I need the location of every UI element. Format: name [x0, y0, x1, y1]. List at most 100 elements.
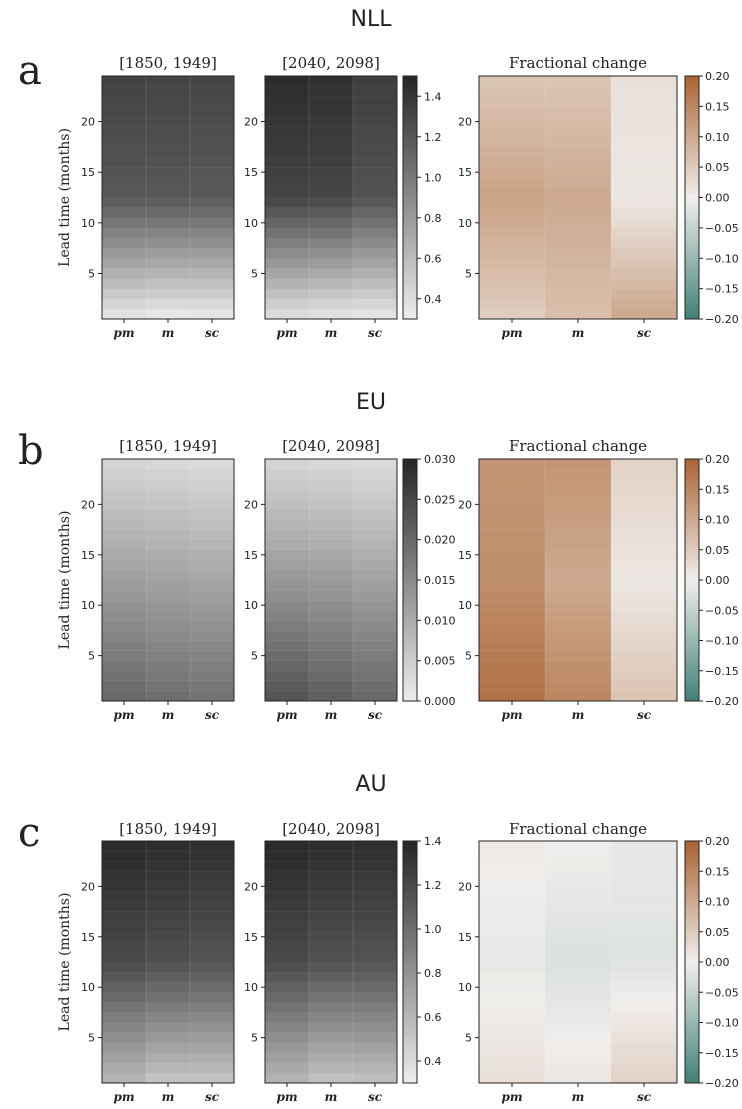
heatmap-cell — [353, 268, 398, 279]
x-tick-label: m — [572, 708, 585, 722]
heatmap-cell — [353, 539, 398, 551]
colorbar-segment — [403, 696, 417, 702]
x-tick-label: pm — [501, 326, 522, 340]
heatmap-cell — [545, 569, 612, 581]
colorbar-segment — [685, 152, 699, 158]
heatmap-cell — [353, 529, 398, 540]
heatmap-cell — [353, 559, 398, 571]
x-tick-label: sc — [368, 1090, 383, 1104]
heatmap-cell — [190, 951, 235, 963]
heatmap-cell — [479, 600, 546, 611]
colorbar-tick-label: 0.8 — [424, 212, 442, 225]
colorbar-segment — [685, 511, 699, 516]
heatmap-cell — [479, 459, 546, 470]
heatmap-cell — [190, 197, 235, 208]
heatmap-cell — [190, 680, 235, 692]
colorbar-segment — [685, 945, 699, 951]
colorbar-segment — [685, 612, 699, 617]
colorbar-segment — [685, 193, 699, 198]
colorbar-tick-label: 1.0 — [424, 171, 442, 184]
heatmap-cell — [611, 106, 678, 117]
colorbar-segment — [403, 189, 417, 194]
colorbar-segment — [403, 128, 417, 134]
colorbar-segment — [685, 571, 699, 577]
heatmap-cell — [309, 187, 354, 198]
heatmap-cell — [353, 891, 398, 902]
y-tick-label: 20 — [458, 116, 472, 129]
heatmap-cell — [190, 1052, 235, 1064]
colorbar-segment — [403, 1034, 417, 1040]
colorbar-tick-label: 0.030 — [424, 453, 456, 466]
heatmap-cell — [611, 590, 678, 601]
colorbar-segment — [685, 177, 699, 182]
heatmap-cell — [479, 1002, 546, 1013]
colorbar-segment — [403, 668, 417, 674]
colorbar-segment — [685, 96, 699, 101]
colorbar-segment — [403, 499, 417, 504]
colorbar-segment — [685, 986, 699, 991]
colorbar-segment — [685, 282, 699, 287]
colorbar-segment — [685, 555, 699, 561]
heatmap-cell — [611, 921, 678, 933]
heatmap-cell — [146, 519, 191, 530]
heatmap-cell — [146, 469, 191, 480]
colorbar-segment — [685, 953, 699, 959]
colorbar-segment — [403, 990, 417, 995]
colorbar-segment — [685, 1074, 699, 1080]
heatmap-cell — [265, 871, 310, 882]
heatmap-cell — [479, 1052, 546, 1064]
heatmap-cell — [309, 76, 354, 87]
axes-frame — [478, 840, 678, 1084]
colorbar-segment — [403, 225, 417, 231]
y-tick-label: 10 — [244, 981, 258, 994]
heatmap-cell — [611, 549, 678, 561]
colorbar-segment — [403, 865, 417, 870]
heatmap-cell — [102, 972, 147, 983]
heatmap-cell — [146, 489, 191, 500]
colorbar-segment — [403, 201, 417, 206]
colorbar-segment — [685, 1014, 699, 1019]
heatmap-cell — [545, 1042, 612, 1054]
colorbar-segment — [685, 865, 699, 870]
colorbar-segment — [685, 881, 699, 886]
colorbar-segment — [403, 584, 417, 589]
heatmap-cell — [545, 187, 612, 198]
colorbar-segment — [685, 104, 699, 109]
heatmap-cell — [353, 600, 398, 611]
y-axis-label: Lead time (months) — [57, 128, 73, 267]
colorbar-segment — [685, 181, 699, 186]
colorbar-tick-label: 0.10 — [705, 896, 730, 909]
heatmap-cell — [309, 590, 354, 601]
heatmap-cell — [190, 529, 235, 540]
colorbar-segment — [685, 644, 699, 649]
heatmap-cell — [479, 881, 546, 892]
colorbar-segment — [685, 893, 699, 898]
heatmap-cell — [190, 288, 235, 300]
heatmap-cell — [190, 851, 235, 862]
heatmap-cell — [265, 509, 310, 520]
heatmap-cell — [265, 248, 310, 259]
heatmap-cell — [190, 459, 235, 470]
heatmap-cell — [545, 600, 612, 611]
heatmap-cell — [545, 911, 612, 922]
heatmap-cell — [611, 851, 678, 862]
heatmap-cell — [190, 248, 235, 259]
heatmap-cell — [611, 197, 678, 208]
colorbar-segment — [403, 1038, 417, 1044]
colorbar-segment — [403, 169, 417, 174]
heatmap-cell — [102, 841, 147, 852]
colorbar-segment — [685, 242, 699, 247]
heatmap-cell — [309, 921, 354, 933]
colorbar-segment — [685, 1026, 699, 1031]
colorbar-segment — [403, 132, 417, 138]
colorbar-segment — [403, 547, 417, 553]
heatmap-cell — [309, 690, 354, 702]
colorbar-segment — [403, 475, 417, 480]
heatmap-cell — [353, 1052, 398, 1064]
heatmap-cell — [190, 519, 235, 530]
x-tick-label: pm — [501, 1090, 522, 1104]
heatmap-cell — [611, 1072, 678, 1084]
heatmap-cell — [309, 1002, 354, 1013]
heatmap-cell — [265, 851, 310, 862]
colorbar-segment — [403, 193, 417, 198]
